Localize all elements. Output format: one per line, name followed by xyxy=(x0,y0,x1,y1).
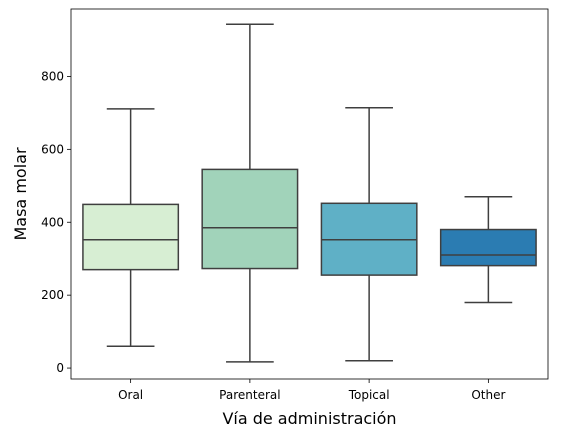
x-tick-label: Parenteral xyxy=(219,388,280,402)
axes-frame xyxy=(70,8,549,380)
box-group-oral xyxy=(82,108,180,347)
x-axis-label: Vía de administración xyxy=(222,409,396,428)
box-group-parenteral xyxy=(201,23,299,363)
x-axis: Oral Parenteral Topical Other xyxy=(118,379,505,402)
y-tick-label: 800 xyxy=(41,69,64,83)
plot-area xyxy=(82,23,537,363)
y-tick-label: 600 xyxy=(41,142,64,156)
y-axis: 0 200 400 600 800 xyxy=(41,69,71,375)
y-tick-label: 400 xyxy=(41,215,64,229)
box-group-topical xyxy=(320,107,418,362)
box xyxy=(439,228,537,267)
x-tick-label: Oral xyxy=(118,388,143,402)
box-group-other xyxy=(439,195,537,304)
y-tick-label: 0 xyxy=(56,361,64,375)
y-axis-label: Masa molar xyxy=(11,147,30,240)
x-tick-label: Other xyxy=(471,388,505,402)
y-tick-label: 200 xyxy=(41,288,64,302)
x-tick-label: Topical xyxy=(348,388,390,402)
box xyxy=(201,168,299,270)
box xyxy=(82,203,180,271)
